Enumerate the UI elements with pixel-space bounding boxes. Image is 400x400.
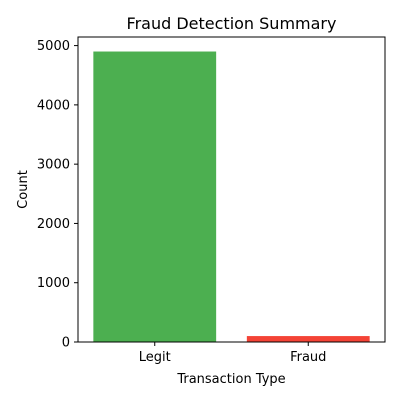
- chart-title: Fraud Detection Summary: [127, 14, 337, 33]
- bars-group: [93, 51, 370, 343]
- x-axis-ticks: Legit Fraud: [139, 342, 326, 365]
- x-tick-label: Legit: [139, 350, 171, 365]
- plot-frame: [77, 36, 386, 343]
- x-tick-label: Fraud: [290, 350, 326, 365]
- y-axis-label: Count: [16, 170, 31, 209]
- y-tick-label: 4000: [37, 98, 70, 113]
- y-tick-label: 2000: [37, 217, 70, 232]
- bar-legit: [93, 51, 217, 343]
- bar-fraud: [246, 336, 370, 342]
- x-axis-label: Transaction Type: [176, 372, 285, 387]
- y-tick-label: 3000: [37, 158, 70, 173]
- y-tick-label: 0: [62, 336, 70, 351]
- y-tick-label: 5000: [37, 39, 70, 54]
- y-axis-ticks: 0 1000 2000 3000 4000 5000: [37, 39, 78, 351]
- y-tick-label: 1000: [37, 276, 70, 291]
